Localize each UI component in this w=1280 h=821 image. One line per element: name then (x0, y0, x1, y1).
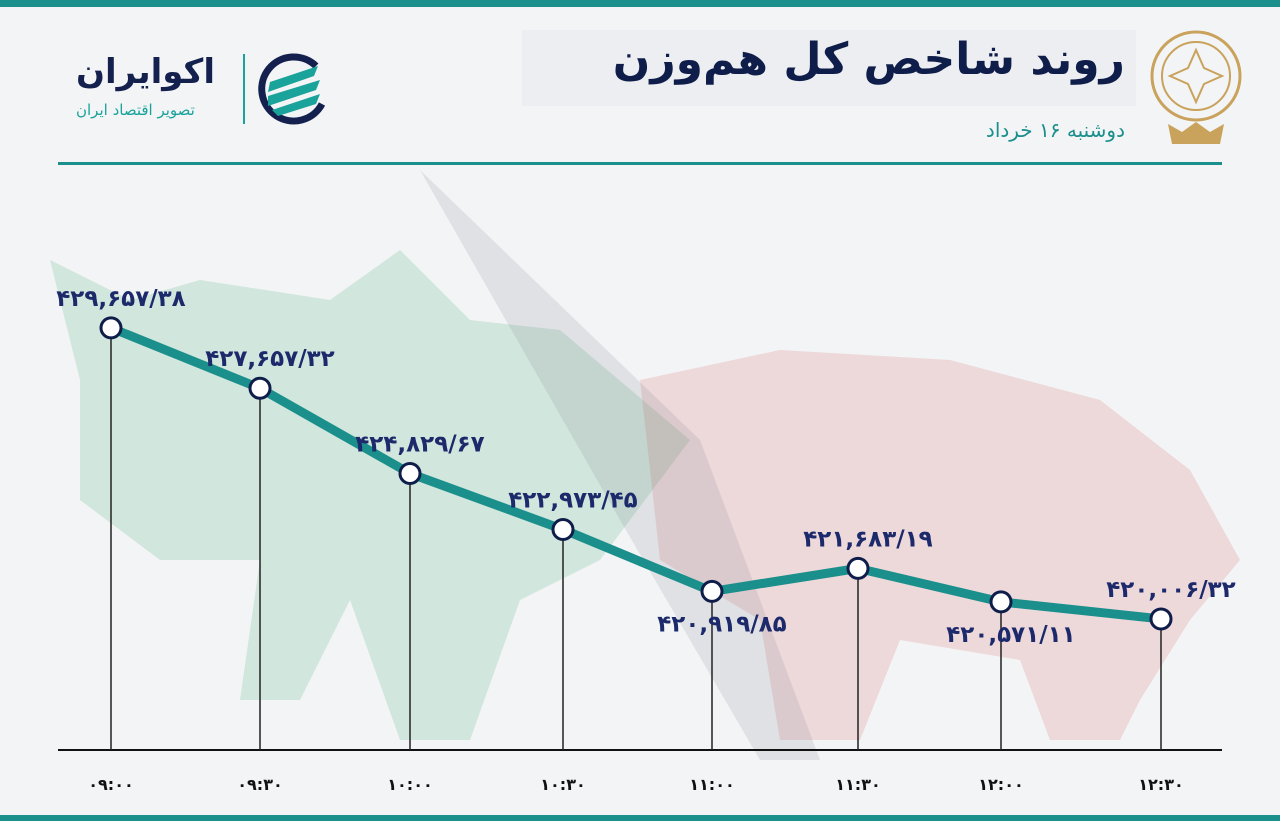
x-tick-label: ۱۲:۰۰ (978, 775, 1023, 794)
x-tick-label: ۱۲:۳۰ (1138, 775, 1183, 794)
data-label: ۴۲۴,۸۲۹/۶۷ (355, 431, 484, 457)
data-point (700, 579, 724, 603)
x-tick-label: ۱۰:۰۰ (387, 775, 432, 794)
x-tick-label: ۱۰:۳۰ (540, 775, 585, 794)
arrow-shape (420, 170, 820, 760)
data-point (989, 590, 1013, 614)
x-tick-label: ۱۱:۰۰ (689, 775, 734, 794)
data-point (398, 461, 422, 485)
title-background (522, 30, 1136, 106)
data-point (248, 376, 272, 400)
logo-tagline: تصویر اقتصاد ایران (76, 101, 195, 119)
logo-divider (243, 54, 245, 124)
bear-silhouette (640, 350, 1240, 740)
bottom-bar (0, 815, 1280, 821)
date-label: دوشنبه ۱۶ خرداد (985, 118, 1125, 142)
exchange-emblem-icon (1150, 30, 1242, 144)
data-label: ۴۲۷,۶۵۷/۳۲ (205, 346, 334, 372)
data-label: ۴۲۲,۹۷۳/۴۵ (508, 487, 637, 513)
x-tick-label: ۰۹:۰۰ (88, 775, 133, 794)
page-title: روند شاخص کل هم‌وزن (612, 34, 1125, 85)
data-label: ۴۲۰,۹۱۹/۸۵ (657, 611, 786, 637)
data-point (99, 316, 123, 340)
x-tick-label: ۱۱:۳۰ (835, 775, 880, 794)
logo-name: اکوایران (76, 52, 215, 92)
data-label: ۴۲۹,۶۵۷/۳۸ (56, 286, 185, 312)
logo-mark-icon (258, 53, 326, 125)
header-divider (58, 162, 1222, 165)
data-label: ۴۲۱,۶۸۳/۱۹ (803, 526, 932, 552)
data-label: ۴۲۰,۵۷۱/۱۱ (946, 622, 1075, 648)
top-bar (0, 0, 1280, 7)
data-point (846, 556, 870, 580)
data-point (1149, 607, 1173, 631)
data-label: ۴۲۰,۰۰۶/۳۲ (1106, 577, 1235, 603)
x-tick-label: ۰۹:۳۰ (237, 775, 282, 794)
series-line (109, 323, 1162, 624)
data-point (551, 517, 575, 541)
